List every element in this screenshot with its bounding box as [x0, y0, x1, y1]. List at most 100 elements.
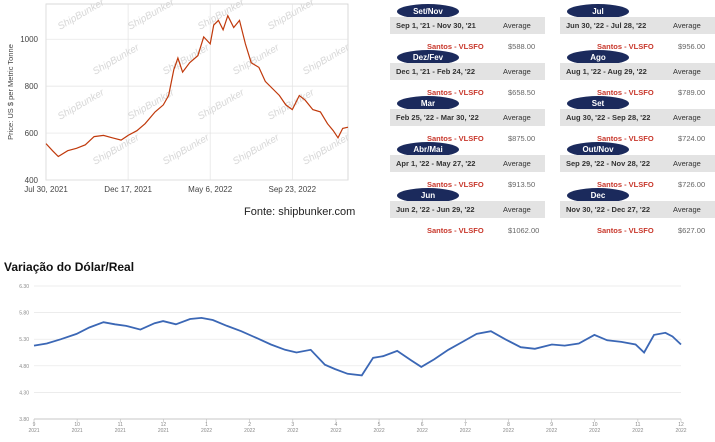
fx-x-tick-year: 2021	[158, 428, 169, 434]
fx-y-tick-label: 4.30	[19, 390, 29, 396]
fx-x-tick-month: 12	[161, 422, 167, 428]
bunker-price-chart: ShipBunker ShipBunker ShipBunker ShipBunker…	[6, 0, 352, 194]
price-card-period: Jun 30, '22 - Jul 28, '22	[566, 21, 647, 30]
price-card-label: Set	[567, 96, 629, 111]
fx-x-tick-month: 7	[464, 422, 467, 428]
price-card-price: $875.00	[508, 134, 536, 143]
price-card-label: Mar	[397, 96, 459, 111]
bunker-y-tick-label: 800	[25, 82, 39, 91]
price-card-port: Santos - VLSFO	[427, 134, 484, 143]
price-card-bar	[560, 17, 715, 34]
bunker-y-ticks: 400 600 800 1000	[20, 35, 38, 185]
price-card-average-label: Average	[503, 113, 531, 122]
price-card-port: Santos - VLSFO	[597, 226, 654, 235]
fx-x-tick-year: 2022	[244, 428, 255, 434]
fx-y-tick-label: 3.80	[19, 417, 29, 423]
fx-x-tick-year: 2022	[374, 428, 385, 434]
fx-x-tick-year: 2022	[460, 428, 471, 434]
fx-y-tick-label: 5.30	[19, 337, 29, 343]
price-card-average-label: Average	[503, 21, 531, 30]
price-card-bar	[390, 201, 545, 218]
bunker-x-tick-label: May 6, 2022	[188, 185, 233, 194]
fx-x-tick-month: 5	[378, 422, 381, 428]
fx-x-tick-month: 11	[635, 422, 640, 428]
fx-x-tick-month: 10	[74, 422, 80, 428]
fx-x-tick-year: 2022	[287, 428, 298, 434]
fx-y-tick-label: 4.80	[19, 364, 29, 370]
price-card-period: Sep 29, '22 - Nov 28, '22	[566, 159, 651, 168]
bunker-price-line	[45, 14, 349, 158]
bunker-y-axis-label: Price: US $ per Metric Tonne	[6, 44, 15, 140]
price-card-period: Nov 30, '22 - Dec 27, '22	[566, 205, 651, 214]
fx-x-tick-month: 1	[205, 422, 208, 428]
price-card-average-label: Average	[503, 67, 531, 76]
price-card-label: Abr/Mai	[397, 142, 459, 157]
price-card-label: Dec	[567, 188, 629, 203]
fx-y-tick-label: 5.80	[19, 311, 29, 317]
fx-y-ticks: 3.80 4.30 4.80 5.30 5.80 6.30	[19, 284, 29, 423]
price-card-bar	[390, 155, 545, 172]
price-card-average-label: Average	[673, 21, 701, 30]
fx-x-tick-year: 2022	[675, 428, 686, 434]
price-card-average-label: Average	[503, 159, 531, 168]
price-card-port: Santos - VLSFO	[427, 180, 484, 189]
fx-x-tick-year: 2022	[503, 428, 514, 434]
price-card-price: $1062.00	[508, 226, 540, 235]
price-card-period: Apr 1, '22 - May 27, '22	[396, 159, 476, 168]
fx-chart-title: Variação do Dólar/Real	[4, 260, 135, 274]
fx-x-tick-month: 9	[550, 422, 553, 428]
fx-x-tick-year: 2022	[546, 428, 557, 434]
price-card-bar	[390, 109, 545, 126]
fx-x-tick-month: 12	[678, 422, 684, 428]
price-card-port: Santos - VLSFO	[597, 88, 654, 97]
bunker-plot-area	[45, 3, 349, 181]
price-card-period: Sep 1, '21 - Nov 30, '21	[396, 21, 476, 30]
fx-x-tick-month: 4	[335, 422, 338, 428]
fx-x-tick-year: 2022	[201, 428, 212, 434]
price-card-bar	[390, 63, 545, 80]
price-card-label: Jun	[397, 188, 459, 203]
price-card-label: Jul	[567, 4, 629, 19]
fx-x-tick-month: 10	[592, 422, 598, 428]
price-card-price: $588.00	[508, 42, 536, 51]
bunker-y-tick-label: 1000	[20, 35, 38, 44]
price-card-port: Santos - VLSFO	[427, 226, 484, 235]
fx-x-tick-month: 2	[248, 422, 251, 428]
fx-x-tick-year: 2021	[28, 428, 39, 434]
bunker-y-tick-label: 600	[25, 129, 39, 138]
price-card-period: Dec 1, '21 - Feb 24, '22	[396, 67, 476, 76]
bunker-x-tick-label: Sep 23, 2022	[268, 185, 316, 194]
price-card-port: Santos - VLSFO	[597, 134, 654, 143]
fx-x-tick-year: 2022	[330, 428, 341, 434]
price-card-average-label: Average	[673, 159, 701, 168]
bunker-x-tick-label: Jul 30, 2021	[24, 185, 68, 194]
fx-x-tick-year: 2022	[632, 428, 643, 434]
price-card-period: Aug 1, '22 - Aug 29, '22	[566, 67, 647, 76]
fx-x-tick-month: 9	[33, 422, 36, 428]
fx-rate-line	[33, 316, 682, 377]
price-card-period: Jun 2, '22 - Jun 29, '22	[396, 205, 475, 214]
chart-source: Fonte: shipbunker.com	[244, 206, 356, 218]
price-card-price: $913.50	[508, 180, 536, 189]
price-card-port: Santos - VLSFO	[427, 42, 484, 51]
price-card-price: $627.00	[678, 226, 706, 235]
price-card-price: $658.50	[508, 88, 536, 97]
fx-x-tick-year: 2022	[417, 428, 428, 434]
price-card-port: Santos - VLSFO	[597, 42, 654, 51]
fx-x-tick-year: 2022	[589, 428, 600, 434]
price-card-label: Dez/Fev	[397, 50, 459, 65]
fx-y-tick-label: 6.30	[19, 284, 29, 290]
fx-x-tick-month: 6	[421, 422, 424, 428]
price-card-label: Ago	[567, 50, 629, 65]
price-card-bar	[560, 63, 715, 80]
fx-x-tick-month: 8	[507, 422, 510, 428]
fx-x-tick-month: 11	[118, 422, 123, 428]
fx-x-tick-month: 3	[291, 422, 294, 428]
bunker-x-tick-label: Dec 17, 2021	[104, 185, 152, 194]
price-card-bar	[560, 201, 715, 218]
price-card-average-label: Average	[503, 205, 531, 214]
price-card-price: $726.00	[678, 180, 706, 189]
price-card-label: Set/Nov	[397, 4, 459, 19]
bunker-grid	[45, 4, 348, 181]
fx-x-ticks: 9202110202111202112202112022220223202242…	[28, 422, 686, 434]
